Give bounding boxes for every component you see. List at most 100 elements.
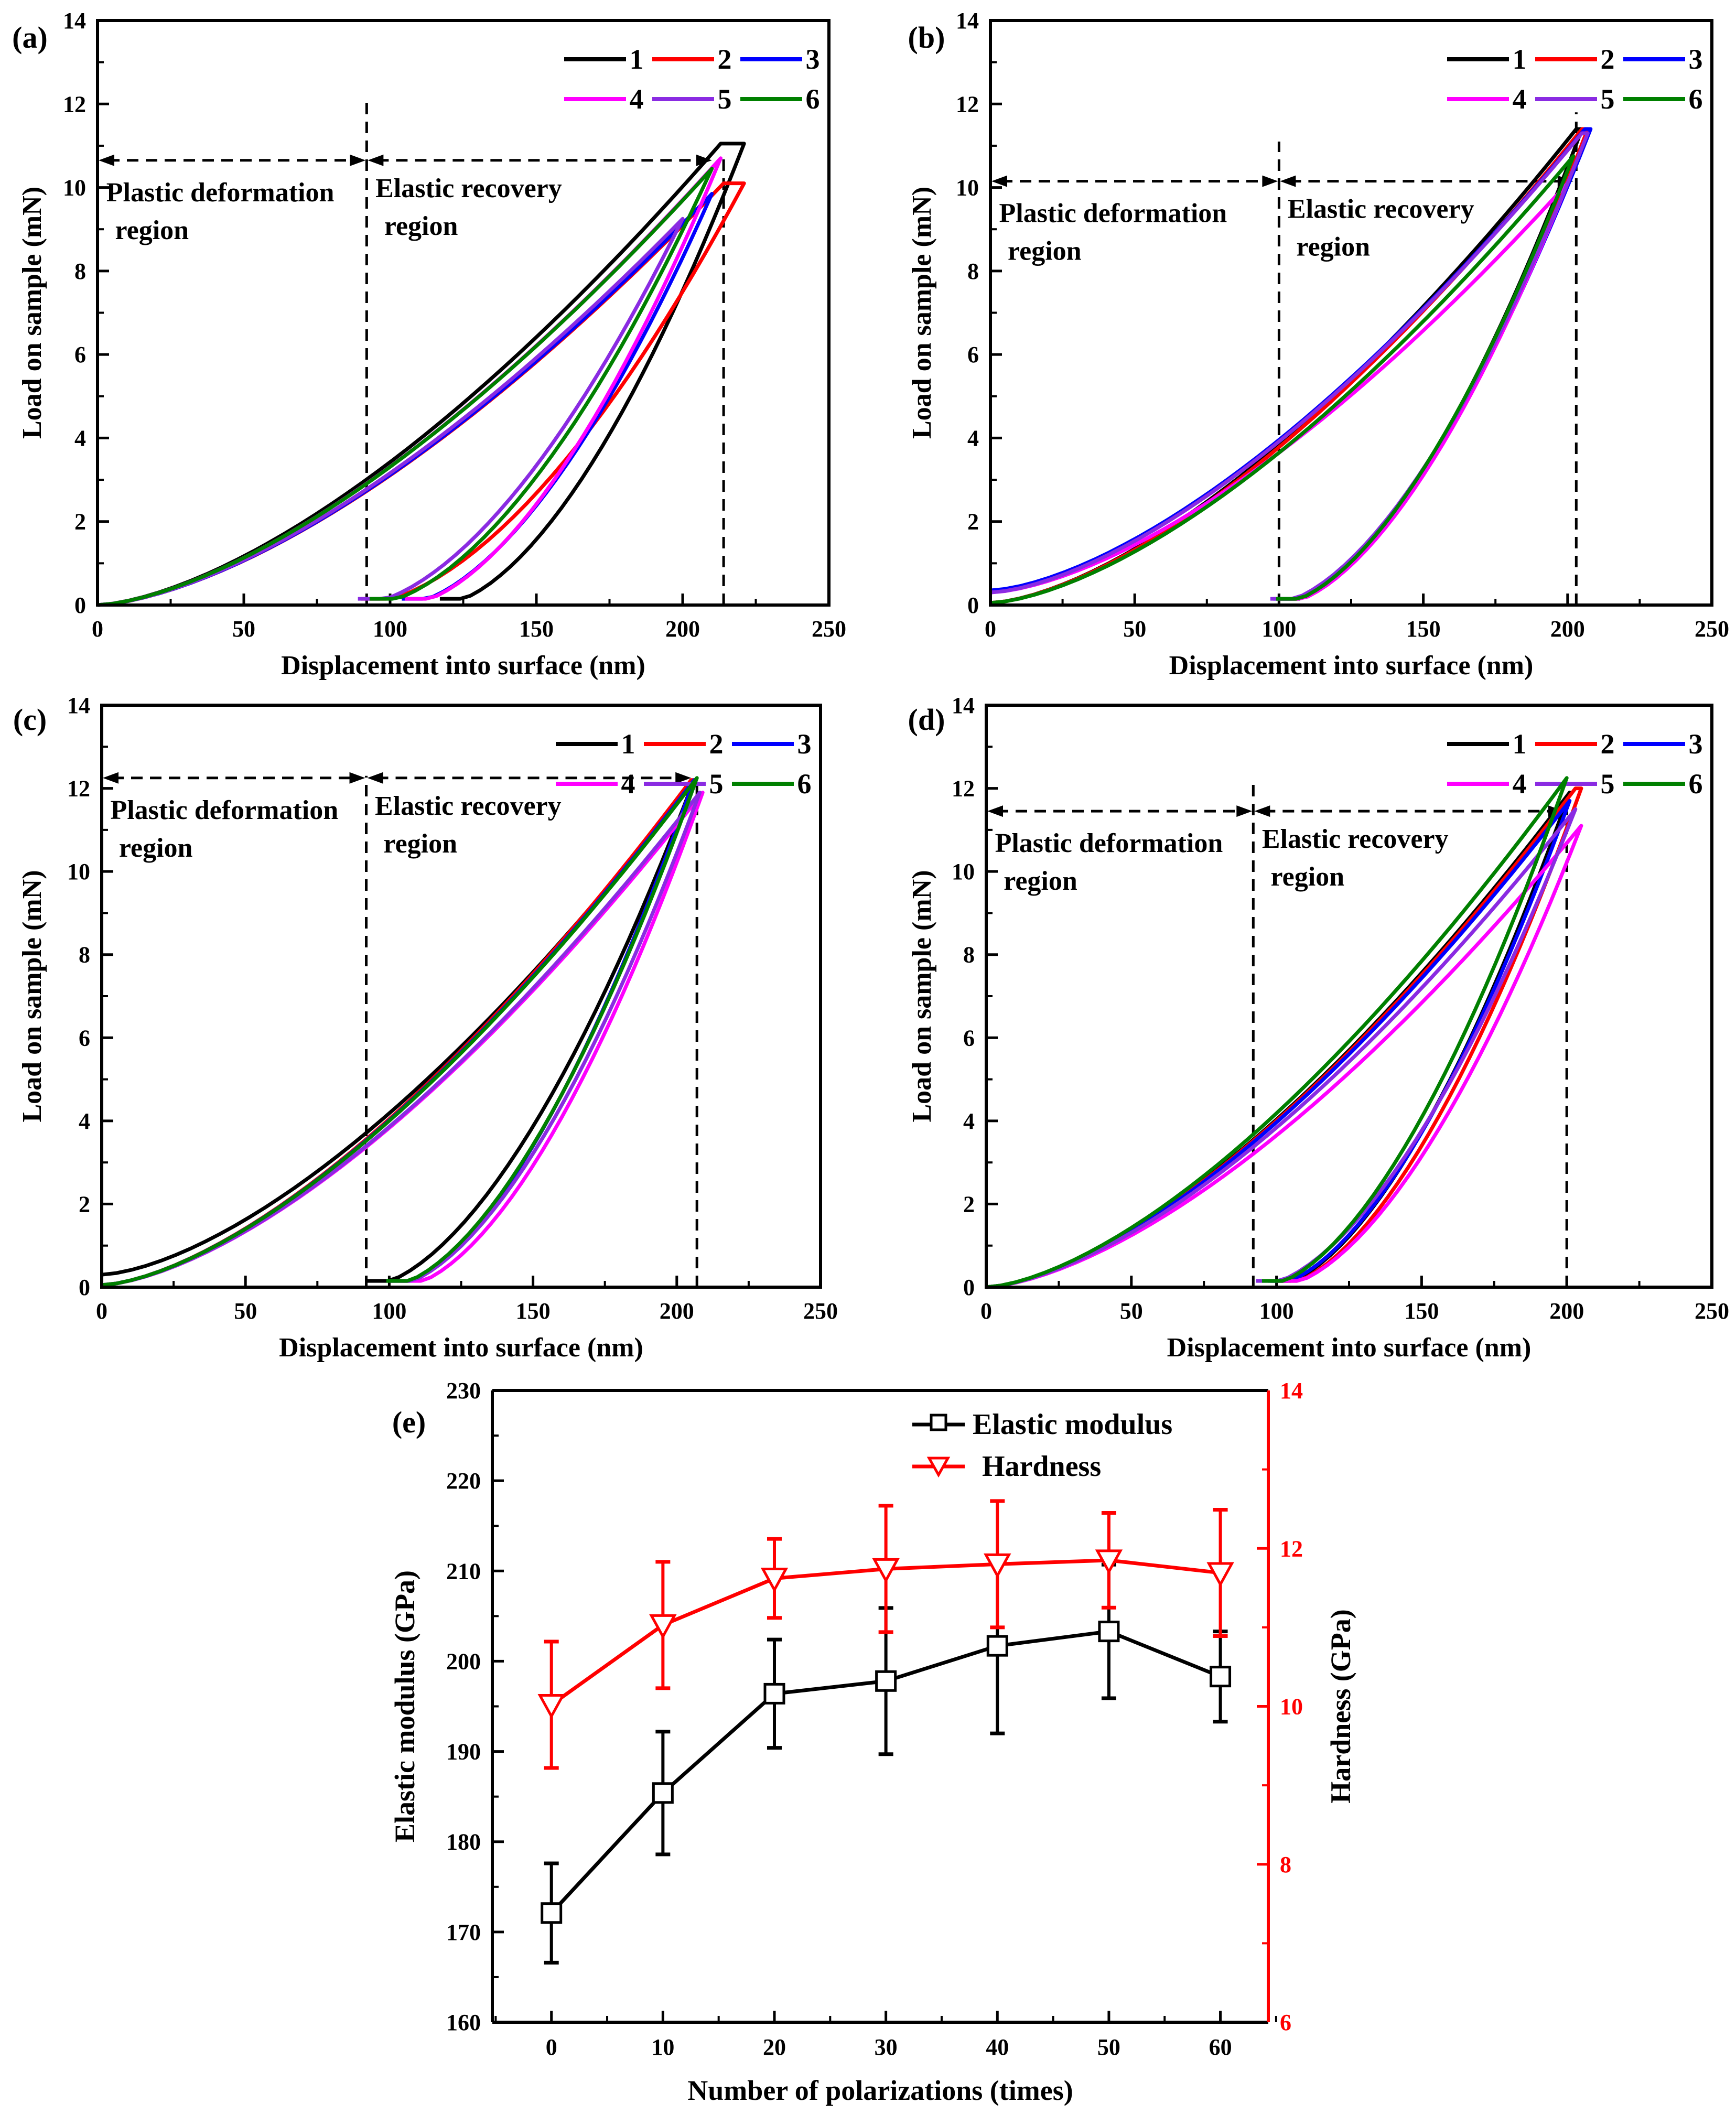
y-tick-label: 2	[79, 1191, 90, 1217]
y-tick-label: 6	[74, 342, 86, 368]
right-y-tick-label: 14	[1280, 1378, 1303, 1404]
x-axis-label: Displacement into surface (nm)	[1167, 1333, 1532, 1363]
hardness-point	[649, 1614, 677, 1639]
right-y-tick-label: 8	[1280, 1852, 1291, 1878]
series-4-curve	[986, 824, 1583, 1289]
y-axis-label: Load on sample (mN)	[17, 187, 47, 439]
plastic-region-label: Plastic deformation	[106, 178, 335, 208]
x-tick-label: 200	[1549, 1298, 1584, 1324]
series-5-curve	[101, 791, 702, 1287]
legend-label: 5	[709, 768, 724, 800]
legend-label: 6	[797, 768, 812, 800]
legend-triangle-marker	[926, 1457, 951, 1478]
y-axis-label: Load on sample (mN)	[17, 870, 47, 1122]
right-y-tick-label: 12	[1280, 1536, 1303, 1561]
plastic-region-label: region	[1008, 236, 1082, 266]
elastic-region-label: region	[1296, 232, 1370, 262]
x-tick-label: 250	[1695, 1298, 1729, 1324]
plot-frame	[100, 704, 822, 1289]
legend-label: 3	[1689, 44, 1703, 75]
panel-label: (c)	[13, 703, 47, 737]
x-tick-label: 50	[232, 616, 255, 642]
legend-label: 3	[797, 728, 812, 760]
y-tick-label: 2	[967, 509, 979, 535]
elastic-region-label: region	[383, 829, 457, 859]
x-tick-label: 0	[96, 1298, 107, 1324]
modulus-point	[875, 1670, 897, 1692]
modulus-point	[1098, 1621, 1120, 1643]
legend-label: Elastic modulus	[973, 1408, 1172, 1441]
y-tick-label: 12	[63, 91, 86, 117]
legend-label: 4	[621, 768, 635, 800]
y-tick-label: 14	[952, 693, 975, 718]
elastic-region-label: region	[384, 211, 458, 241]
panel-label: (b)	[908, 20, 945, 55]
plot-frame	[96, 19, 831, 607]
x-tick-label: 100	[1261, 616, 1296, 642]
x-tick-label: 10	[651, 2034, 674, 2060]
legend-label: 3	[806, 44, 820, 75]
arrowhead-left	[991, 175, 1007, 187]
right-y-tick-label: 10	[1280, 1694, 1303, 1720]
modulus-point	[763, 1682, 785, 1705]
series-1-curve	[97, 142, 746, 607]
y-axis-label: Load on sample (mN)	[907, 187, 937, 439]
y-tick-label: 180	[446, 1829, 481, 1855]
modulus-point	[1210, 1666, 1232, 1688]
arrowhead-left	[99, 154, 114, 166]
plot-frame	[989, 19, 1713, 607]
series-6-curve	[101, 776, 699, 1287]
legend-label: 3	[1689, 728, 1703, 760]
legend-label: 1	[621, 728, 635, 760]
panel-label: (d)	[908, 703, 945, 737]
panel-e: 0 10 20 30 40 50 60 160 170 180 190 200 210 220 230 6 8 1…	[389, 1378, 1356, 2106]
x-tick-label: 0	[985, 616, 996, 642]
hardness-point	[984, 1553, 1011, 1579]
panel-label: (a)	[12, 20, 48, 55]
modulus-point	[652, 1782, 674, 1804]
x-tick-label: 40	[986, 2034, 1009, 2060]
plot-frame	[985, 704, 1713, 1289]
modulus-point	[986, 1635, 1008, 1657]
legend-label: 2	[718, 44, 732, 75]
legend-label: 6	[1689, 83, 1703, 115]
arrowhead-left	[103, 772, 118, 784]
x-tick-label: 50	[1123, 616, 1146, 642]
y-tick-label: 160	[446, 2010, 481, 2035]
elastic-region-label: Elastic recovery	[375, 791, 562, 821]
plastic-region-label: Plastic deformation	[110, 795, 338, 825]
x-tick-label: 100	[1259, 1298, 1294, 1324]
y-tick-label: 10	[956, 175, 979, 201]
y-tick-label: 170	[446, 1919, 481, 1945]
legend-label: 2	[709, 728, 724, 760]
x-axis-label: Displacement into surface (nm)	[281, 651, 645, 681]
plastic-region-label: region	[115, 215, 189, 245]
arrowhead-right	[675, 772, 692, 784]
legend-label: 4	[630, 83, 644, 115]
arrowhead-right	[1236, 805, 1253, 817]
y-tick-label: 0	[967, 592, 979, 618]
x-tick-label: 50	[1097, 2034, 1120, 2060]
x-tick-label: 100	[372, 1298, 406, 1324]
x-tick-label: 150	[1406, 616, 1441, 642]
legend-square-marker	[930, 1414, 947, 1431]
y-tick-label: 10	[67, 859, 90, 884]
legend-label: 1	[1513, 44, 1527, 75]
legend-label: 5	[718, 83, 732, 115]
x-tick-label: 20	[763, 2034, 786, 2060]
legend-label: 5	[1601, 768, 1615, 800]
arrowhead-right	[350, 154, 366, 166]
x-tick-label: 30	[875, 2034, 898, 2060]
y-tick-label: 14	[67, 693, 90, 718]
y-tick-label: 4	[963, 1108, 975, 1134]
x-tick-label: 0	[92, 616, 103, 642]
arrowhead-left	[1280, 175, 1296, 187]
plastic-region-label: Plastic deformation	[995, 828, 1223, 858]
y-tick-label: 8	[74, 258, 86, 284]
right-y-tick-label: 6	[1280, 2010, 1291, 2035]
series-6-curve	[986, 776, 1569, 1289]
y-tick-label: 200	[446, 1648, 481, 1674]
arrowhead-left	[1254, 805, 1270, 817]
x-tick-label: 250	[812, 616, 846, 642]
